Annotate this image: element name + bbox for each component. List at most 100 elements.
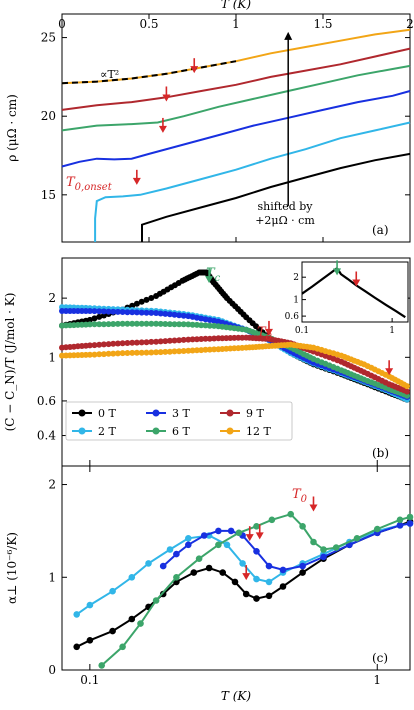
cp-point bbox=[148, 309, 155, 316]
cp-point bbox=[211, 335, 218, 342]
cp-point bbox=[129, 349, 136, 356]
cp-point bbox=[171, 311, 178, 318]
cp-point bbox=[148, 295, 155, 301]
legend-label: 0 T bbox=[98, 407, 116, 420]
cp-point bbox=[148, 338, 155, 345]
alpha-point bbox=[310, 538, 317, 546]
cp-point bbox=[138, 298, 145, 305]
alpha-point bbox=[406, 520, 414, 527]
cp-point bbox=[176, 321, 183, 328]
cp-point bbox=[157, 310, 164, 317]
cp-point bbox=[114, 308, 121, 315]
panel-c-xtick-label: 1 bbox=[373, 673, 381, 687]
rho-series-9T bbox=[61, 47, 411, 111]
alpha-point bbox=[137, 620, 144, 627]
alpha-point bbox=[287, 510, 295, 518]
panel-c: 012 0.1 1 α⊥ (10⁻⁶/K) T (K) T0 (c) bbox=[5, 465, 414, 703]
alpha-series-3T bbox=[159, 520, 414, 574]
cp-point bbox=[105, 341, 112, 348]
cp-point bbox=[138, 339, 145, 346]
cp-point bbox=[96, 313, 103, 320]
cp-point bbox=[143, 349, 150, 356]
cp-point bbox=[206, 346, 213, 353]
panel-a-frame bbox=[61, 13, 411, 243]
panel-a-xtick-label: 2 bbox=[406, 17, 414, 31]
cp-point bbox=[138, 320, 145, 327]
cp-point bbox=[124, 340, 131, 346]
tc-arrow bbox=[205, 268, 214, 284]
panel-b-tag: (b) bbox=[372, 446, 389, 460]
legend-item-3T: 3 T bbox=[146, 407, 190, 420]
legend-items: 0 T 3 T 9 T 2 T 6 T 12 T bbox=[72, 407, 271, 438]
panel-c-xticks: 0.1 1 bbox=[80, 466, 381, 687]
cp-point bbox=[143, 339, 150, 346]
cp-series-12T bbox=[59, 341, 410, 390]
cp-point bbox=[211, 346, 218, 353]
panel-b-arrows bbox=[205, 268, 394, 376]
alpha-point bbox=[279, 583, 287, 590]
alpha-point bbox=[374, 525, 381, 533]
alpha-point bbox=[396, 522, 404, 529]
cp-point bbox=[96, 308, 103, 315]
t0-b-sub: 0 bbox=[266, 332, 273, 343]
cp-point bbox=[180, 312, 187, 319]
cp-point bbox=[198, 322, 205, 329]
cp-point bbox=[86, 308, 93, 314]
t0-arrow-b bbox=[385, 360, 394, 376]
alpha-point bbox=[152, 597, 160, 604]
cp-point bbox=[180, 348, 187, 354]
alpha-point bbox=[299, 569, 306, 576]
shift-label-1: shifted by bbox=[257, 200, 313, 213]
cp-point bbox=[153, 320, 160, 327]
cp-point bbox=[129, 339, 136, 346]
legend-label: 6 T bbox=[172, 425, 190, 438]
panel-c-ytick-label: 2 bbox=[48, 478, 56, 492]
panel-b-ytick-label: 2 bbox=[48, 291, 56, 305]
cp-point bbox=[91, 308, 98, 315]
t0-onset-label: T0,onset bbox=[66, 175, 113, 193]
alpha-point bbox=[195, 555, 203, 562]
alpha-point bbox=[231, 578, 239, 586]
cp-point bbox=[404, 383, 410, 390]
cp-point bbox=[189, 336, 196, 343]
tc-main: T bbox=[206, 266, 216, 281]
t0-c-main: T bbox=[292, 487, 302, 502]
panel-a-xlabel-top: T (K) bbox=[221, 0, 251, 11]
cp-point bbox=[119, 309, 126, 315]
alpha-point bbox=[86, 637, 94, 644]
alpha-point bbox=[219, 569, 226, 576]
cp-point bbox=[153, 349, 160, 356]
cp-point bbox=[185, 347, 192, 354]
panel-a-xtick-label: 1 bbox=[232, 17, 240, 31]
alpha-point bbox=[128, 615, 136, 623]
onset-arrow bbox=[132, 169, 141, 185]
cp-point bbox=[166, 321, 173, 328]
rho-series-2T bbox=[94, 121, 411, 242]
cp-point bbox=[110, 340, 117, 347]
alpha-point bbox=[185, 535, 192, 542]
fit-curve bbox=[61, 60, 237, 85]
cp-series-9T bbox=[59, 334, 410, 395]
inset-tc-arrow bbox=[333, 260, 342, 276]
cp-point bbox=[124, 320, 131, 327]
cp-point bbox=[202, 346, 209, 353]
cp-point bbox=[162, 310, 169, 317]
cp-point bbox=[91, 321, 98, 328]
cp-point bbox=[143, 296, 150, 303]
alpha-point bbox=[128, 574, 136, 581]
cp-point bbox=[193, 321, 200, 328]
panel-c-ylabel: α⊥ (10⁻⁶/K) bbox=[5, 532, 19, 604]
inset-ytick-label: 2 bbox=[293, 273, 299, 283]
alpha-point bbox=[205, 564, 213, 572]
t0-b-main: T bbox=[257, 325, 267, 340]
cp-point bbox=[211, 322, 218, 329]
cp-point bbox=[96, 321, 103, 328]
cp-point bbox=[114, 340, 121, 347]
cp-point bbox=[133, 320, 140, 327]
legend-item-9T: 9 T bbox=[220, 407, 264, 420]
alpha-point bbox=[239, 560, 246, 567]
cp-point bbox=[138, 309, 145, 316]
onset-arrow bbox=[158, 117, 167, 133]
cp-point bbox=[100, 308, 107, 315]
panel-b: 0.40.612 (C − C_N)/T (J/mol · K) Tc T0 0… bbox=[3, 257, 411, 467]
